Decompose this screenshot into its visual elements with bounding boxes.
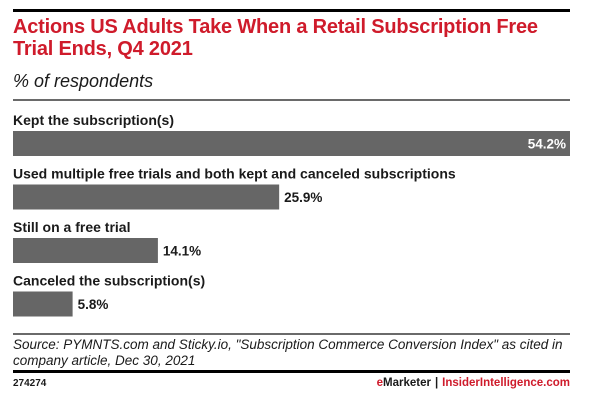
value-label: 54.2% <box>528 137 566 152</box>
chart-id: 274274 <box>13 378 47 389</box>
bar <box>13 238 158 263</box>
category-label: Kept the subscription(s) <box>13 112 174 128</box>
brand-footer: eMarketer | InsiderIntelligence.com <box>377 377 570 389</box>
source-note: Source: PYMNTS.com and Sticky.io, "Subsc… <box>13 337 563 368</box>
category-label: Still on a free trial <box>13 219 130 235</box>
value-label: 25.9% <box>284 190 322 205</box>
brand-insider-intelligence: InsiderIntelligence.com <box>442 377 570 389</box>
brand-emarketer: Marketer <box>383 377 431 389</box>
brand-separator: | <box>434 377 439 389</box>
chart-subtitle: % of respondents <box>13 71 154 91</box>
category-label: Used multiple free trials and both kept … <box>13 166 456 182</box>
subtitle-divider <box>13 99 570 101</box>
bar <box>13 131 570 156</box>
top-rule <box>13 9 570 12</box>
value-label: 5.8% <box>78 297 109 312</box>
chart-title: Actions US Adults Take When a Retail Sub… <box>13 16 538 60</box>
bottom-rule <box>13 370 570 373</box>
category-label: Canceled the subscription(s) <box>13 273 205 289</box>
value-label: 14.1% <box>163 244 201 259</box>
bar <box>13 291 73 317</box>
bar <box>13 184 280 210</box>
brand-emarketer-e: e <box>376 377 383 389</box>
source-divider <box>13 333 570 335</box>
